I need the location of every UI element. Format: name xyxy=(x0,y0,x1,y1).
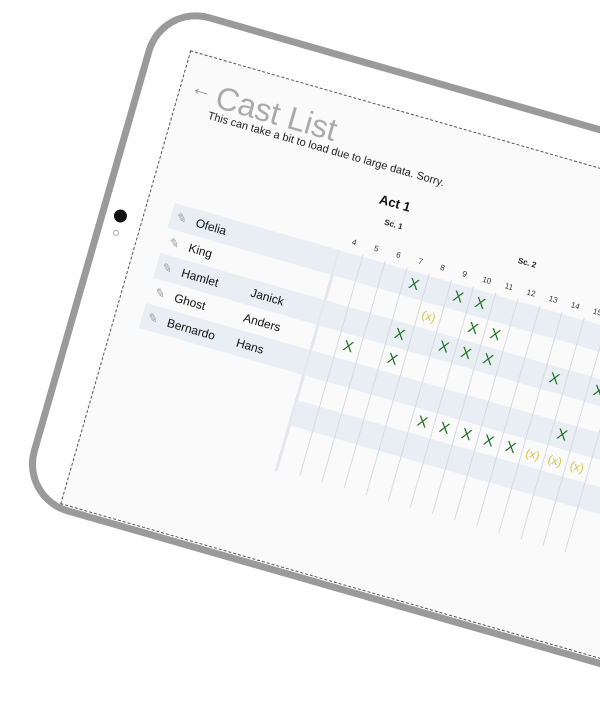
column-header: 12 xyxy=(525,287,537,299)
camera-icon xyxy=(112,207,129,225)
column-header: 8 xyxy=(439,262,447,273)
column-header: 15 xyxy=(591,306,600,318)
scene-label: Sc. 2 xyxy=(516,255,538,270)
actor-name: Janick xyxy=(248,285,286,309)
column-header: 10 xyxy=(481,274,493,287)
column-header: 11 xyxy=(503,281,515,293)
actor-name: Hans xyxy=(234,335,266,357)
column-header: 14 xyxy=(569,300,581,312)
scene-label: Sc. 1 xyxy=(383,217,404,232)
column-header: 6 xyxy=(395,250,402,261)
cast-list: ✎ Ofelia ✎ King ✎ Hamlet Janick ✎ Ghost Anders ✎ Be… xyxy=(138,202,339,375)
screen: ← Cast List This can take a bit to load … xyxy=(60,50,600,698)
column-header: 7 xyxy=(417,256,424,267)
column-header: 13 xyxy=(547,293,559,306)
column-header: 4 xyxy=(350,237,358,248)
column-header: 5 xyxy=(372,243,380,254)
arrow-left-icon[interactable]: ← xyxy=(188,73,217,104)
actor-name: Anders xyxy=(241,310,283,335)
sensor-icon xyxy=(112,229,120,237)
act-heading: Act 1 xyxy=(377,191,413,215)
column-header: 9 xyxy=(461,269,469,280)
tablet-frame: ← Cast List This can take a bit to load … xyxy=(16,0,600,709)
